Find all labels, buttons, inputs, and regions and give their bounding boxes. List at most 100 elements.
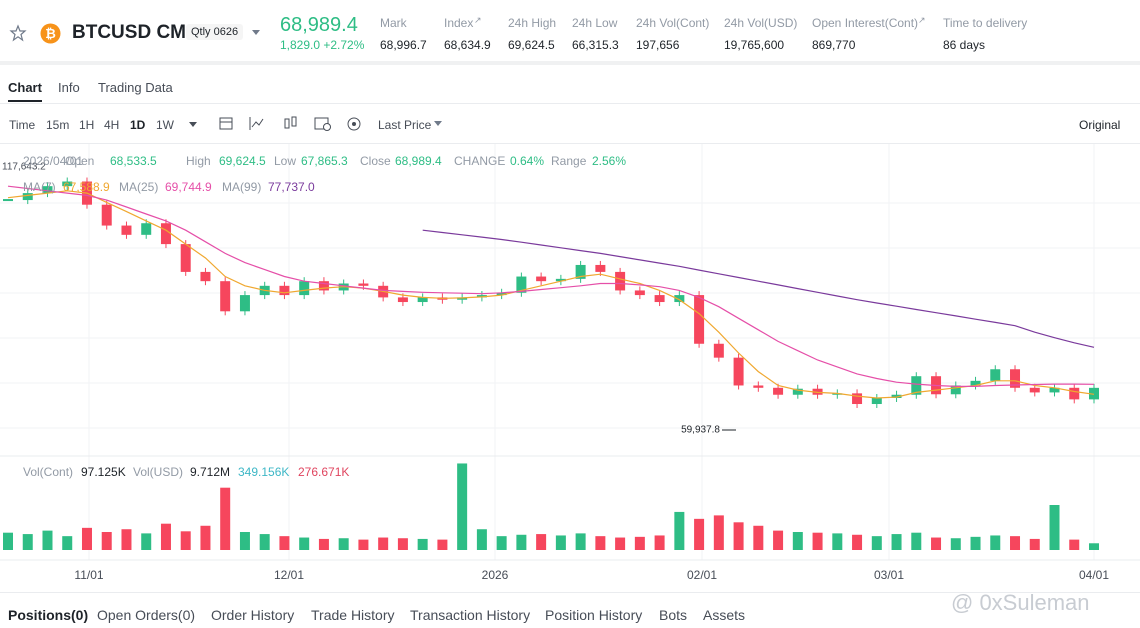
candle xyxy=(279,285,290,296)
stat-value: 69,624.5 xyxy=(508,38,555,52)
divider xyxy=(0,61,1140,65)
legend-value: 68,989.4 xyxy=(395,154,442,168)
dropdown-arrow[interactable] xyxy=(251,29,261,37)
bottom-tab[interactable]: Positions(0) xyxy=(8,607,89,623)
candle xyxy=(417,297,428,303)
candle xyxy=(950,385,961,395)
link-icon: ↗ xyxy=(918,15,926,25)
volume-bar xyxy=(358,539,369,550)
interval[interactable]: 15m xyxy=(46,118,70,132)
ma-label: MA(25) xyxy=(119,180,159,194)
volume-bar xyxy=(753,525,764,550)
volume-bar xyxy=(871,536,882,550)
candle xyxy=(62,181,73,187)
low-label: 59,937.8 xyxy=(681,425,720,436)
volume-bar xyxy=(397,538,408,550)
divider xyxy=(0,103,1140,104)
favorite-star[interactable] xyxy=(9,24,27,42)
volume-bar xyxy=(121,529,132,550)
divider xyxy=(0,143,1140,144)
volume-bar xyxy=(536,534,547,550)
x-tick-label: 12/01 xyxy=(274,568,304,582)
bottom-tab[interactable]: Trade History xyxy=(311,607,395,623)
interval[interactable]: 4H xyxy=(104,118,120,132)
toolbar-icons[interactable] xyxy=(186,114,376,134)
candle xyxy=(911,376,922,395)
candle xyxy=(753,385,764,388)
candle xyxy=(516,276,527,293)
bottom-tab[interactable]: Position History xyxy=(545,607,643,623)
tab[interactable]: Chart xyxy=(8,80,42,95)
active-tab-underline xyxy=(8,100,42,102)
divider xyxy=(0,592,1140,593)
legend-value: 2.56% xyxy=(592,154,627,168)
volume-bar xyxy=(378,537,389,550)
stat-value: 68,634.9 xyxy=(444,38,491,52)
legend-value: 69,624.5 xyxy=(219,154,266,168)
candle xyxy=(358,283,369,286)
legend-label: Close xyxy=(360,154,391,168)
stat-label: Time to delivery xyxy=(943,16,1028,30)
ma-value: 77,737.0 xyxy=(268,180,315,194)
ma-line xyxy=(422,229,1095,348)
interval[interactable]: 1H xyxy=(79,118,95,132)
candle xyxy=(733,357,744,386)
bottom-tab[interactable]: Assets xyxy=(703,607,746,623)
candle xyxy=(160,223,171,245)
interval[interactable]: 1W xyxy=(156,118,174,132)
interval[interactable]: 1D xyxy=(130,118,146,132)
tab[interactable]: Trading Data xyxy=(98,80,173,95)
stat-value: 19,765,600 xyxy=(724,38,785,52)
price-type[interactable]: Last Price xyxy=(378,118,432,132)
candle xyxy=(575,264,586,279)
candle xyxy=(536,276,547,282)
ma-value: 69,744.9 xyxy=(165,180,212,194)
bottom-tab[interactable]: Order History xyxy=(211,607,295,623)
stat-value: 869,770 xyxy=(812,38,856,52)
volume-bar xyxy=(417,538,428,550)
candle xyxy=(476,295,487,298)
volume-bar xyxy=(318,538,329,550)
volume-bar xyxy=(42,530,53,550)
watermark: @ 0xSuleman xyxy=(951,590,1090,615)
x-tick-label: 2026 xyxy=(482,568,509,582)
legend-value: 68,533.5 xyxy=(110,154,157,168)
candle xyxy=(812,388,823,395)
contract-badge[interactable]: Qtly 0626 xyxy=(186,24,244,40)
grid xyxy=(0,144,1140,560)
candle xyxy=(200,271,211,282)
stat-label: 24h Vol(USD) xyxy=(724,16,798,30)
dropdown-arrow[interactable] xyxy=(433,120,443,128)
x-tick-label: 11/01 xyxy=(74,568,103,582)
bottom-tab[interactable]: Bots xyxy=(659,607,688,623)
candle xyxy=(496,292,507,296)
btc-icon: ₿ xyxy=(40,23,61,44)
volume-bar xyxy=(812,532,823,550)
volume-bar xyxy=(279,536,290,550)
symbol[interactable]: BTCUSD CM xyxy=(72,22,186,43)
interval[interactable]: Time xyxy=(9,118,36,132)
ma-value: 67,588.9 xyxy=(63,180,110,194)
view-mode[interactable]: Original xyxy=(1079,118,1121,132)
legend-date: 2026/04/01 xyxy=(23,154,84,168)
volume-bar xyxy=(1010,536,1021,550)
candle xyxy=(397,297,408,303)
price-chart[interactable]: 117,643.2 59,937.8 11/01 12/01 2026 02/01 03/0… xyxy=(0,144,1140,592)
candle xyxy=(555,278,566,282)
volume-bar xyxy=(239,532,250,550)
stat-label[interactable]: Open Interest(Cont) xyxy=(812,16,919,30)
volume-bar xyxy=(220,487,231,550)
tab[interactable]: Info xyxy=(58,80,80,95)
x-tick-label: 02/01 xyxy=(687,568,717,582)
volume-bar xyxy=(22,534,33,550)
candle xyxy=(1069,387,1080,400)
volume-bar xyxy=(634,536,645,550)
stat-label[interactable]: Index xyxy=(444,16,474,30)
bottom-tab[interactable]: Open Orders(0) xyxy=(97,607,196,623)
vol-value: 349.156K xyxy=(238,465,290,479)
legend-value: 0.64% xyxy=(510,154,545,168)
vol-value: 276.671K xyxy=(298,465,350,479)
candle xyxy=(773,387,784,395)
volume-bar xyxy=(81,527,92,550)
bottom-tab[interactable]: Transaction History xyxy=(410,607,531,623)
